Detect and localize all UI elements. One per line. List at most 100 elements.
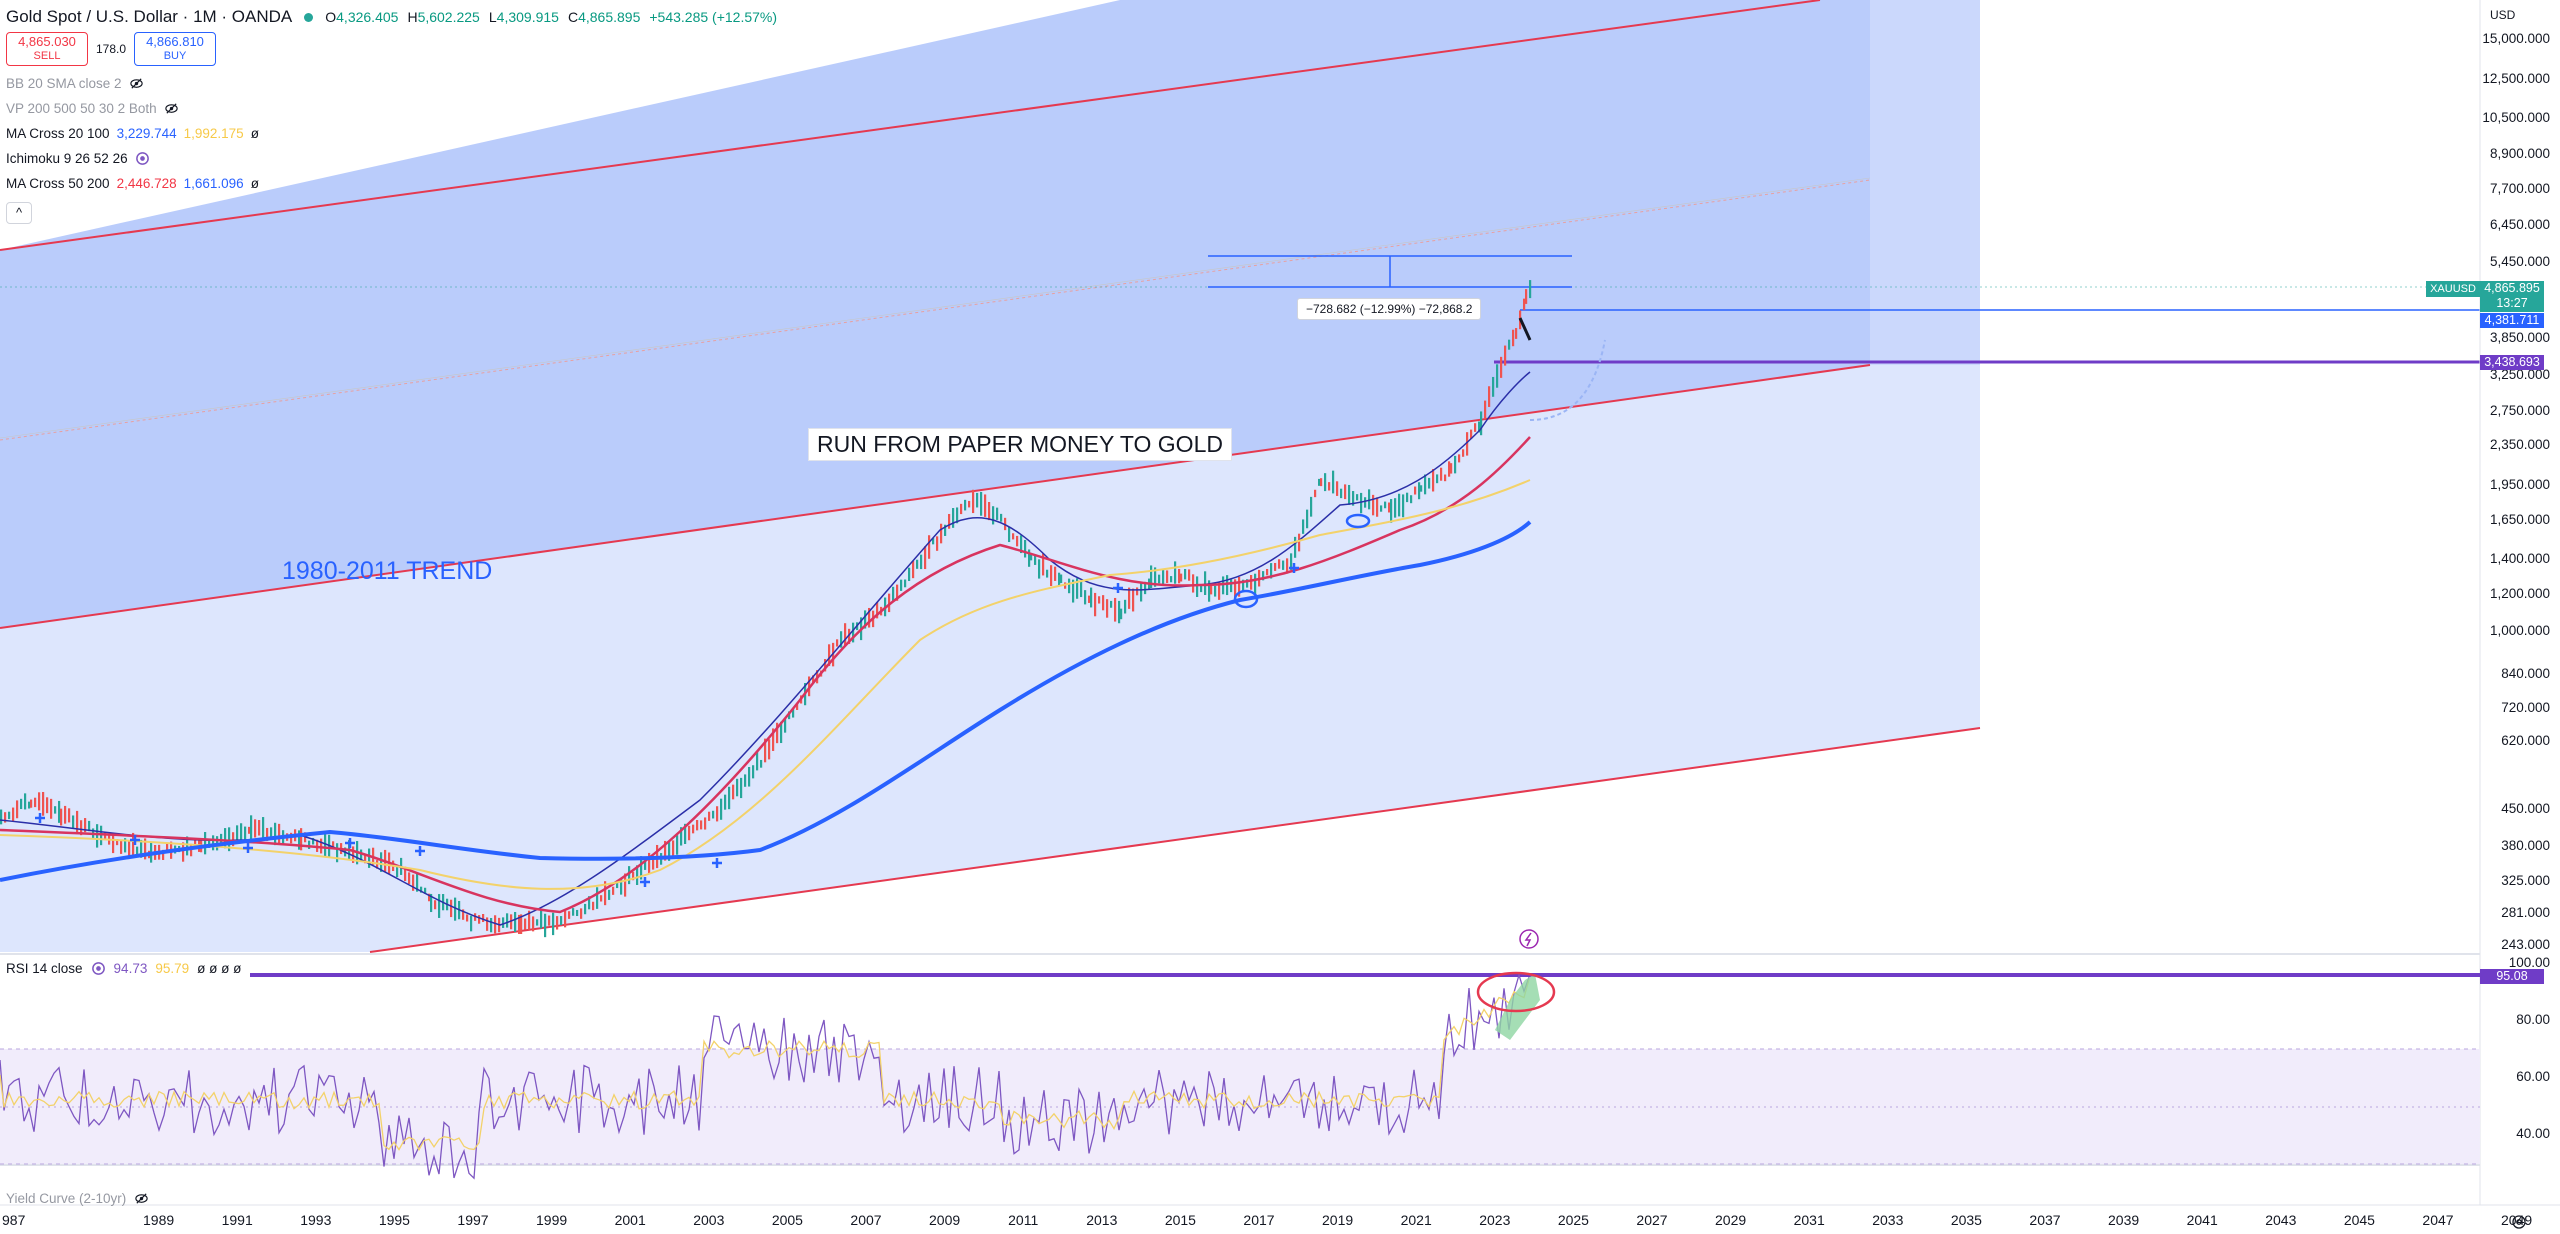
rsi-line [0, 972, 1530, 1180]
collapse-legend-button[interactable]: ^ [6, 202, 32, 224]
indicator-ma-cross-20-100[interactable]: MA Cross 20 100 3,229.744 1,992.175 ø [6, 126, 259, 141]
eye-hidden-icon[interactable] [129, 76, 144, 91]
candle [1376, 497, 1379, 517]
cross-marker [1289, 563, 1299, 573]
rsi-circle-annotation[interactable] [1476, 971, 1556, 1013]
candle [60, 808, 63, 826]
candle [1372, 494, 1375, 516]
candle [24, 793, 27, 810]
candle [162, 849, 165, 860]
candle [976, 492, 979, 508]
candle [470, 915, 473, 932]
rsi-tick: 40.00 [2516, 1126, 2550, 1141]
candle [1418, 482, 1421, 500]
ma-100-line [0, 479, 1531, 890]
settings-gear-icon[interactable] [2510, 1213, 2528, 1231]
indicator-bb[interactable]: BB 20 SMA close 2 [6, 76, 144, 91]
year-tick: 2013 [1086, 1212, 1118, 1228]
year-tick: 2033 [1872, 1212, 1904, 1228]
rsi-legend[interactable]: RSI 14 close 94.73 95.79 ø ø ø ø [6, 961, 242, 976]
year-tick: 2019 [1322, 1212, 1354, 1228]
candle [28, 801, 31, 809]
candle [1158, 574, 1161, 584]
candle [1328, 482, 1331, 491]
candle [1084, 590, 1087, 605]
candle [652, 859, 655, 870]
candle [596, 887, 599, 909]
events-flash-icon[interactable] [1519, 929, 1539, 949]
price-tick: 7,700.000 [2489, 181, 2550, 196]
candle [250, 815, 253, 840]
candle [1132, 588, 1135, 612]
candle [1024, 539, 1027, 558]
indicator-vp[interactable]: VP 200 500 50 30 2 Both [6, 101, 179, 116]
candle [732, 784, 735, 800]
candle [72, 815, 75, 829]
candle [262, 817, 265, 841]
year-tick: 1993 [300, 1212, 332, 1228]
candle [900, 579, 903, 591]
indicator-ma-cross-50-200[interactable]: MA Cross 50 200 2,446.728 1,661.096 ø [6, 176, 259, 191]
candle [1360, 492, 1363, 514]
candle [616, 880, 619, 889]
eye-hidden-icon[interactable] [164, 101, 179, 116]
sell-button[interactable]: 4,865.030 SELL [6, 32, 88, 66]
candle [514, 911, 517, 933]
faint-trend-line [0, 179, 1871, 441]
price-change: +543.285 (+12.57%) [649, 9, 778, 25]
upper-channel-fill [0, 0, 1870, 628]
candle [1230, 579, 1233, 593]
candle [278, 823, 281, 845]
channel-bottom-line [369, 727, 1981, 953]
price-tick: 1,950.000 [2489, 477, 2550, 492]
candle [1388, 502, 1391, 513]
currency-label[interactable]: USD [2490, 8, 2516, 22]
yield-curve-legend[interactable]: Yield Curve (2-10yr) [6, 1191, 149, 1206]
year-tick: 987 [2, 1212, 26, 1228]
price-tick: 1,400.000 [2489, 551, 2550, 566]
ma-50-line [0, 436, 1531, 914]
headline-annotation[interactable]: RUN FROM PAPER MONEY TO GOLD [808, 428, 1232, 461]
candle [696, 820, 699, 831]
price-tick: 620.000 [2501, 733, 2550, 748]
year-tick: 2017 [1243, 1212, 1275, 1228]
symbol-title-row[interactable]: Gold Spot / U.S. Dollar · 1M · OANDA O4,… [6, 7, 777, 27]
candle [1402, 494, 1405, 518]
ichimoku-status-icon [135, 152, 149, 165]
candle [1154, 567, 1157, 587]
candle [518, 914, 521, 934]
candle [124, 838, 127, 853]
eye-hidden-icon[interactable] [134, 1191, 149, 1206]
candle [1214, 585, 1217, 597]
cross-markers [35, 563, 1299, 887]
year-tick: 2031 [1793, 1212, 1825, 1228]
candle [1352, 491, 1355, 506]
year-tick: 2045 [2343, 1212, 2375, 1228]
candle [1118, 600, 1121, 624]
candle [308, 840, 311, 849]
candle [960, 503, 963, 515]
rsi-band [0, 1049, 2480, 1164]
level-tag-4381: 4,381.711 [2480, 313, 2544, 328]
candle [580, 908, 583, 919]
candle [1114, 597, 1117, 622]
trend-annotation[interactable]: 1980-2011 TREND [282, 557, 493, 585]
price-tick: 1,200.000 [2489, 586, 2550, 601]
indicator-ichimoku[interactable]: Ichimoku 9 26 52 26 [6, 151, 150, 166]
symbol-title[interactable]: Gold Spot / U.S. Dollar · 1M · OANDA [6, 7, 293, 26]
measure-tool[interactable] [1208, 255, 1572, 288]
candle [1174, 561, 1177, 584]
price-tick: 6,450.000 [2489, 217, 2550, 232]
candle [144, 838, 147, 860]
circle-annotation-2018[interactable] [1233, 589, 1259, 609]
price-tick: 15,000.000 [2482, 31, 2550, 46]
candle [1523, 298, 1526, 311]
candle [780, 721, 783, 744]
buy-button[interactable]: 4,866.810 BUY [134, 32, 216, 66]
symbol-flag: XAUUSD [2426, 281, 2480, 297]
circle-annotation-2022[interactable] [1345, 513, 1371, 529]
candle [490, 917, 493, 933]
candle [244, 826, 247, 841]
candle [1242, 579, 1245, 593]
